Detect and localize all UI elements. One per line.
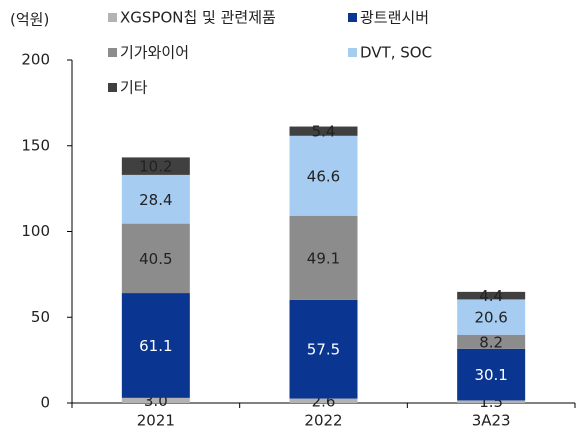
bar-segment	[289, 126, 358, 136]
legend-label: 광트랜시버	[360, 9, 429, 27]
legend-swatch	[108, 83, 117, 92]
bar-segment	[457, 299, 526, 335]
y-tick-label: 0	[40, 394, 50, 412]
data-label: 61.1	[139, 337, 172, 355]
y-tick-label: 100	[21, 222, 50, 240]
bar-segment	[121, 293, 190, 398]
bar-segment	[121, 157, 190, 175]
legend-label: 기타	[120, 79, 148, 97]
legend-swatch	[348, 13, 357, 22]
y-axis-label: (억원)	[10, 11, 49, 29]
x-tick-label: 2021	[137, 412, 175, 430]
bar-segment	[457, 400, 526, 403]
bar-segment	[289, 398, 358, 403]
data-label: 30.1	[474, 366, 507, 384]
data-label: 28.4	[139, 191, 172, 209]
data-label: 57.5	[307, 341, 340, 359]
bar-segment	[457, 291, 526, 300]
data-label: 5.4	[312, 123, 336, 141]
bar-segment	[121, 174, 190, 224]
bar-segment	[289, 299, 358, 399]
legend-label: 기가와이어	[120, 44, 189, 62]
bar-segment	[121, 397, 190, 403]
legend-swatch	[348, 48, 357, 57]
legend-label: XGSPON칩 및 관련제품	[120, 9, 276, 27]
x-tick-label: 3A23	[472, 412, 511, 430]
data-label: 49.1	[307, 249, 340, 267]
legend-label: DVT, SOC	[360, 44, 432, 62]
data-label: 8.2	[479, 333, 503, 351]
y-tick-label: 150	[21, 136, 50, 154]
legend-swatch	[108, 48, 117, 57]
bar-segment	[121, 223, 190, 294]
y-tick-label: 200	[21, 51, 50, 69]
legend-swatch	[108, 13, 117, 22]
bar-segment	[457, 334, 526, 349]
data-label: 46.6	[307, 167, 340, 185]
data-label: 40.5	[139, 250, 172, 268]
y-tick-label: 50	[31, 308, 50, 326]
data-label: 10.2	[139, 158, 172, 176]
data-label: 4.4	[479, 287, 503, 305]
bar-segment	[289, 215, 358, 300]
data-label: 20.6	[474, 309, 507, 327]
bar-segment	[289, 135, 358, 216]
x-tick-label: 2022	[304, 412, 342, 430]
bar-segment	[457, 348, 526, 401]
